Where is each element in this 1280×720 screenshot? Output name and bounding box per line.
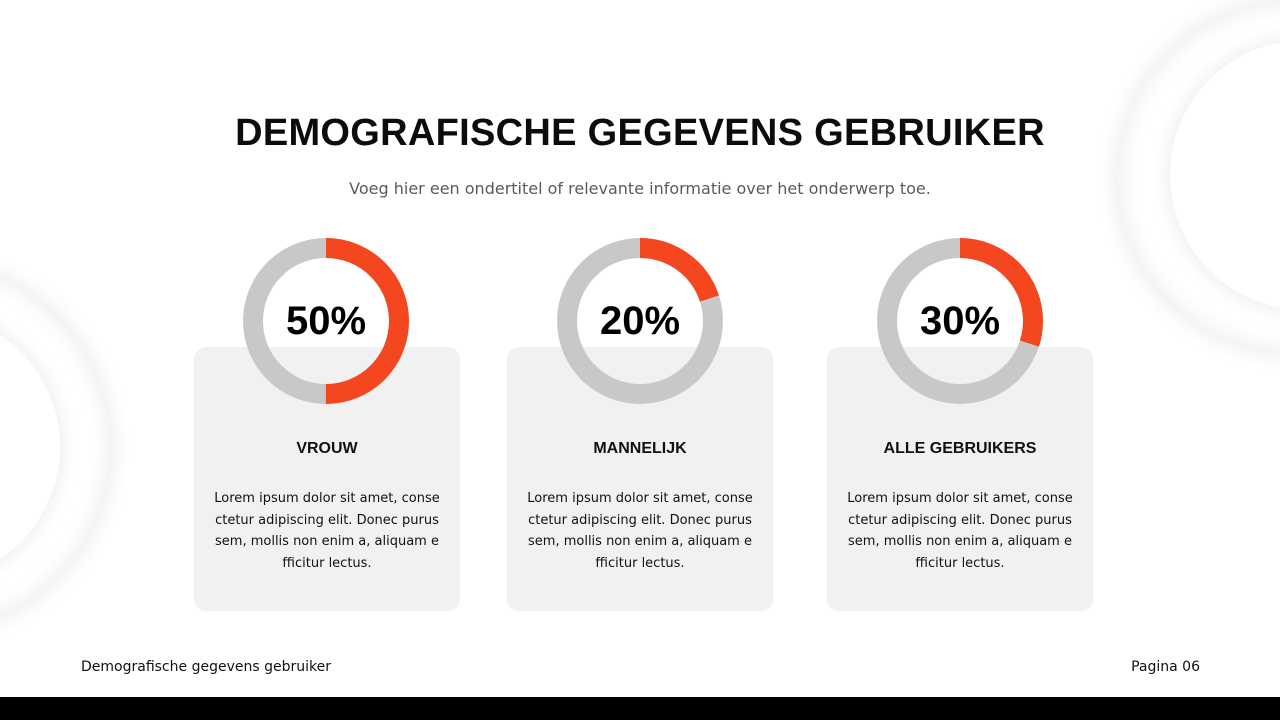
stat-description: Lorem ipsum dolor sit amet, consectetur … bbox=[847, 491, 1073, 571]
donut-chart-mannelijk: 20% bbox=[557, 238, 723, 404]
stat-label: MANNELIJK bbox=[593, 440, 687, 457]
bottom-bar bbox=[0, 697, 1280, 720]
page-number: Pagina 06 bbox=[1131, 659, 1200, 675]
stat-value: 30% bbox=[919, 299, 1001, 343]
donut-chart-alle-gebruikers: 30% bbox=[877, 238, 1043, 404]
donut-arc bbox=[243, 238, 409, 404]
footer-title: Demografische gegevens gebruiker bbox=[81, 659, 331, 675]
donut-arc bbox=[877, 238, 1043, 404]
stat-label: ALLE GEBRUIKERS bbox=[883, 440, 1037, 457]
stat-label: VROUW bbox=[296, 440, 358, 457]
donut-svg bbox=[243, 238, 409, 404]
donut-arc bbox=[557, 238, 723, 404]
slide: DEMOGRAFISCHE GEGEVENS GEBRUIKER Voeg hi… bbox=[81, 112, 1200, 675]
page-subtitle: Voeg hier een ondertitel of relevante in… bbox=[349, 179, 931, 198]
donut-svg bbox=[557, 238, 723, 404]
stat-value: 50% bbox=[285, 299, 367, 343]
page-title: DEMOGRAFISCHE GEGEVENS GEBRUIKER bbox=[235, 112, 1045, 154]
stat-description: Lorem ipsum dolor sit amet, consectetur … bbox=[214, 491, 440, 571]
stat-description: Lorem ipsum dolor sit amet, consectetur … bbox=[527, 491, 753, 571]
donut-chart-vrouw: 50% bbox=[243, 238, 409, 404]
donut-svg bbox=[877, 238, 1043, 404]
stat-value: 20% bbox=[599, 299, 681, 343]
